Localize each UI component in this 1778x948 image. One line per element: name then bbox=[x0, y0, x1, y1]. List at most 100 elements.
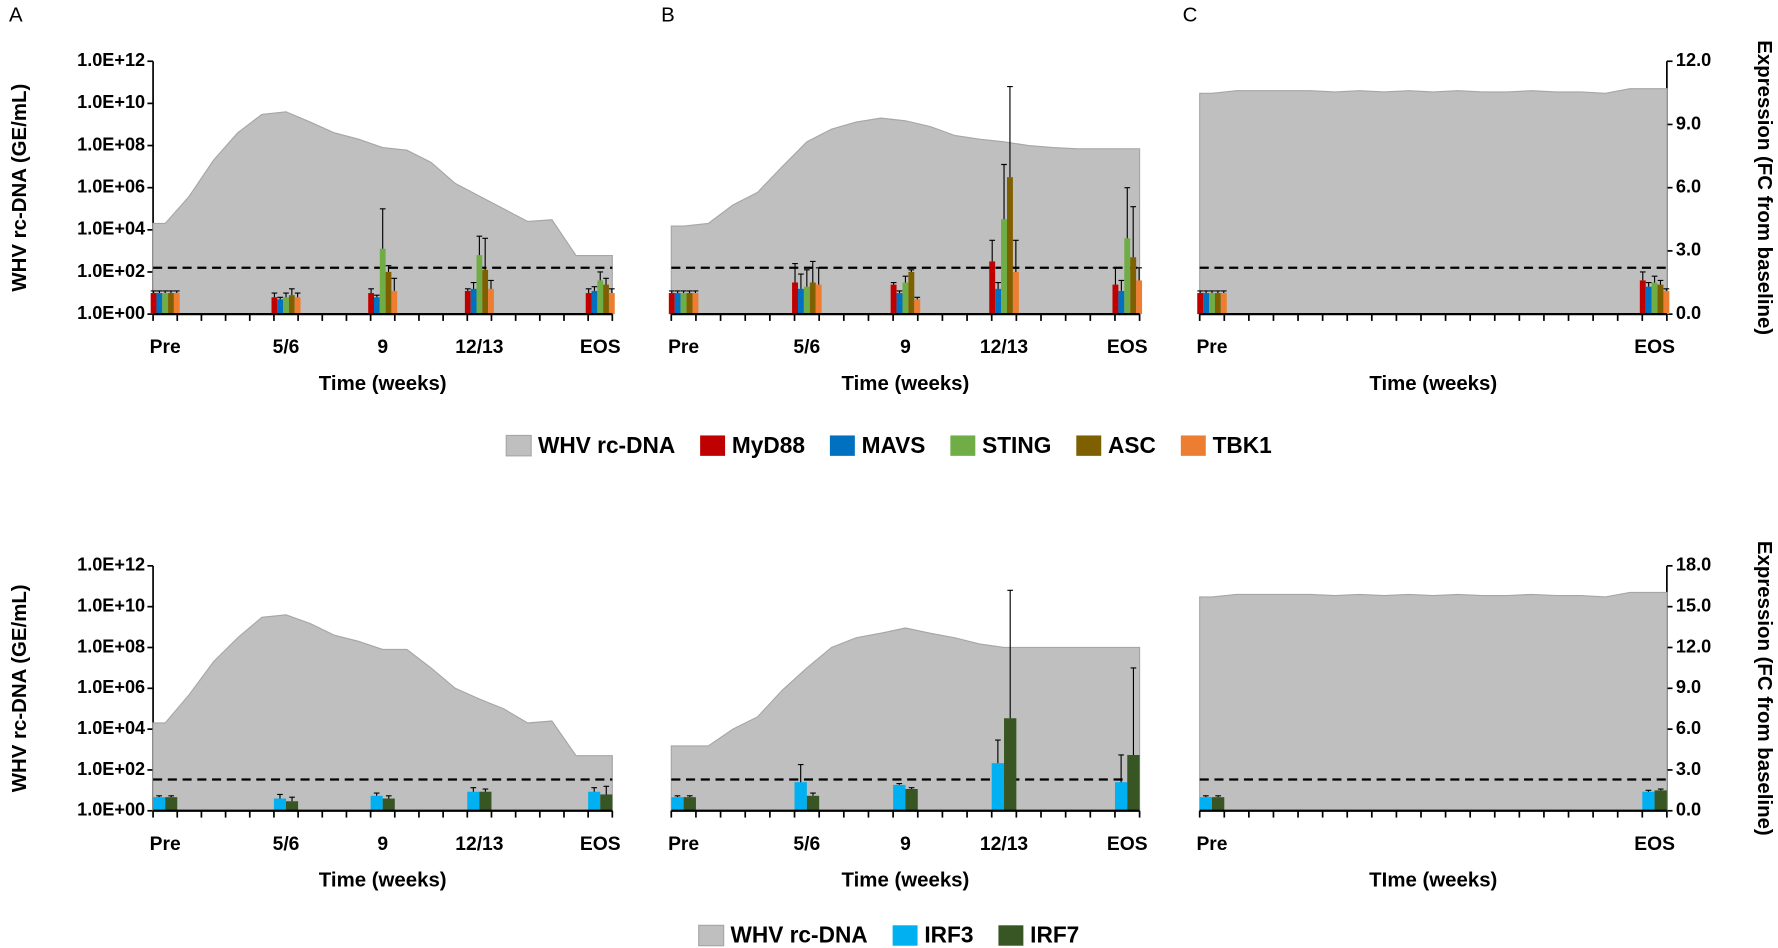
x-tick-label: Pre bbox=[150, 834, 181, 855]
bar bbox=[385, 271, 392, 315]
bar bbox=[1118, 290, 1125, 315]
bar bbox=[283, 297, 289, 315]
bar bbox=[902, 282, 909, 315]
bar bbox=[1639, 280, 1646, 315]
y2-tick-label: 12.0 bbox=[1676, 636, 1711, 656]
bar bbox=[373, 297, 380, 315]
bar bbox=[797, 288, 804, 315]
error-bar bbox=[815, 267, 822, 285]
error-bar bbox=[385, 795, 392, 799]
legend-swatch bbox=[998, 925, 1024, 946]
x-tick-label: 12/13 bbox=[455, 834, 503, 855]
error-bar bbox=[1197, 290, 1204, 294]
legend-item: WHV rc-DNA bbox=[505, 432, 675, 458]
legend-item: STING bbox=[950, 432, 1051, 458]
bar bbox=[168, 293, 174, 315]
y2-tick-label: 3.0 bbox=[1676, 240, 1701, 260]
error-bar bbox=[995, 281, 1001, 289]
legend: WHV rc-DNA IRF3 IRF7 bbox=[698, 922, 1079, 948]
error-bar bbox=[804, 269, 810, 287]
bar bbox=[1199, 797, 1212, 811]
panel-letter: A bbox=[9, 4, 23, 26]
x-tick-label: EOS bbox=[1634, 834, 1675, 855]
bar bbox=[683, 797, 696, 811]
error-bar bbox=[1657, 788, 1664, 791]
bar bbox=[591, 290, 598, 315]
bar bbox=[1124, 238, 1131, 315]
bar bbox=[1004, 718, 1017, 811]
y-tick-label: 1.0E+10 bbox=[77, 92, 145, 112]
legend-swatch bbox=[505, 434, 532, 457]
bar bbox=[1651, 282, 1658, 315]
x-axis-title: Time (weeks) bbox=[842, 869, 970, 891]
error-bar bbox=[995, 739, 1001, 764]
error-bar bbox=[591, 286, 598, 291]
x-axis-title: Time (weeks) bbox=[319, 869, 447, 891]
bar bbox=[671, 797, 684, 811]
bar bbox=[156, 293, 163, 315]
x-tick-label: 5/6 bbox=[273, 834, 300, 855]
y2-tick-label: 15.0 bbox=[1676, 595, 1711, 615]
bar bbox=[1130, 257, 1137, 315]
x-tick-label: 12/13 bbox=[980, 834, 1028, 855]
error-bar bbox=[1209, 290, 1215, 294]
bar bbox=[153, 797, 166, 811]
y-tick-label: 1.0E+06 bbox=[77, 176, 145, 196]
error-bar bbox=[1639, 271, 1646, 281]
bar bbox=[890, 284, 897, 315]
legend-item: IRF7 bbox=[998, 922, 1079, 948]
error-bar bbox=[476, 235, 483, 256]
error-bar bbox=[385, 265, 392, 272]
y-tick-label: 1.0E+00 bbox=[77, 800, 145, 820]
bar bbox=[1645, 286, 1652, 315]
bar bbox=[1197, 293, 1204, 315]
error-bar bbox=[1130, 206, 1137, 258]
bar bbox=[288, 295, 295, 315]
y2-tick-label: 3.0 bbox=[1676, 759, 1701, 779]
legend-swatch bbox=[950, 435, 976, 456]
x-tick-label: EOS bbox=[1634, 337, 1675, 358]
panel-letter: B bbox=[661, 4, 675, 26]
error-bar bbox=[914, 296, 921, 300]
error-bar bbox=[150, 290, 157, 294]
error-bar bbox=[1124, 187, 1131, 239]
panel-letter: C bbox=[1183, 4, 1198, 26]
x-axis-title: Time (weeks) bbox=[1369, 373, 1497, 395]
y-axis-title: WHV rc-DNA (GE/mL) bbox=[9, 584, 31, 792]
x-tick-label: 5/6 bbox=[793, 834, 820, 855]
error-bar bbox=[792, 262, 798, 283]
bar bbox=[1114, 782, 1128, 811]
error-bar bbox=[288, 288, 295, 296]
error-bar bbox=[686, 795, 693, 798]
bar bbox=[173, 293, 180, 315]
y2-axis-title: Expression (FC from baseline) bbox=[1753, 40, 1775, 335]
legend-item: TBK1 bbox=[1180, 432, 1272, 458]
bar bbox=[692, 293, 699, 315]
legend-label: IRF7 bbox=[1030, 922, 1079, 948]
x-tick-label: Pre bbox=[150, 337, 181, 358]
legend-item: MyD88 bbox=[700, 432, 805, 458]
bar bbox=[668, 293, 675, 315]
error-bar bbox=[368, 288, 374, 294]
error-bar bbox=[379, 208, 386, 249]
error-bar bbox=[809, 260, 816, 283]
bar bbox=[1203, 293, 1210, 315]
x-axis-title: TIme (weeks) bbox=[1369, 869, 1497, 891]
y2-tick-label: 9.0 bbox=[1676, 677, 1701, 697]
legend-swatch bbox=[1180, 435, 1206, 456]
bar bbox=[905, 789, 918, 811]
y2-tick-label: 12.0 bbox=[1676, 50, 1711, 70]
legend-label: STING bbox=[982, 432, 1051, 458]
error-bar bbox=[810, 792, 816, 796]
bar bbox=[150, 293, 157, 315]
error-bar bbox=[668, 290, 675, 294]
x-tick-label: Pre bbox=[668, 834, 699, 855]
x-tick-label: EOS bbox=[580, 834, 621, 855]
error-bar bbox=[464, 288, 471, 291]
bar bbox=[603, 284, 609, 315]
error-bar bbox=[1203, 795, 1209, 798]
bar bbox=[792, 282, 798, 315]
error-bar bbox=[674, 795, 681, 798]
bar bbox=[893, 784, 906, 811]
